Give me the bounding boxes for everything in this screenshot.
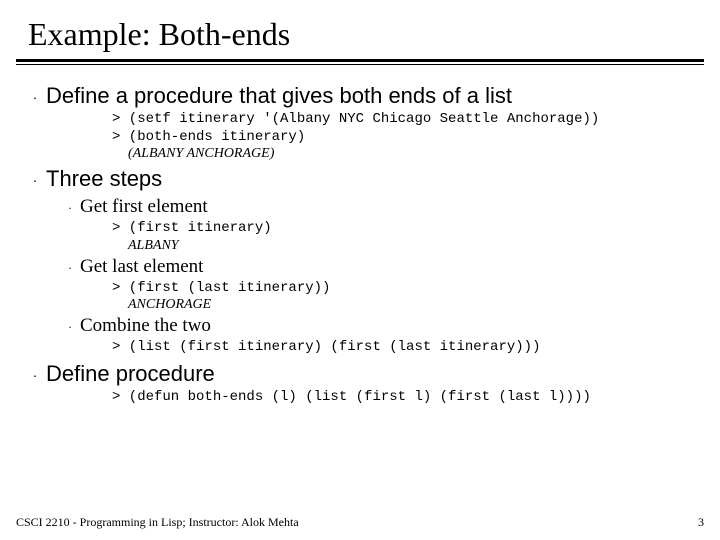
bullet-text: Three steps — [46, 166, 162, 194]
bullet-dot-icon: · — [24, 83, 46, 111]
bullet-dot-icon: · — [60, 196, 80, 220]
bullet-text: Get last element — [80, 256, 203, 280]
code-line: > (first itinerary) — [112, 220, 696, 238]
bullet-text: Define a procedure that gives both ends … — [46, 83, 512, 111]
bullet-dot-icon: · — [60, 315, 80, 339]
title-rule-thick — [16, 59, 704, 62]
slide-footer: CSCI 2210 - Programming in Lisp; Instruc… — [16, 515, 704, 530]
slide-title: Example: Both-ends — [0, 0, 720, 57]
code-line: > (defun both-ends (l) (list (first l) (… — [112, 389, 696, 407]
code-result: (ALBANY ANCHORAGE) — [112, 146, 696, 162]
code-result: ALBANY — [112, 238, 696, 254]
bullet-text: Combine the two — [80, 315, 211, 339]
bullet-three-steps: · Three steps — [24, 166, 696, 194]
code-result: ANCHORAGE — [112, 297, 696, 313]
footer-page-number: 3 — [698, 515, 704, 530]
footer-course-info: CSCI 2210 - Programming in Lisp; Instruc… — [16, 515, 299, 530]
code-line: > (list (first itinerary) (first (last i… — [112, 339, 696, 357]
bullet-dot-icon: · — [24, 166, 46, 194]
bullet-combine: · Combine the two — [60, 315, 696, 339]
slide-body: · Define a procedure that gives both end… — [0, 65, 720, 406]
bullet-define-proc: · Define a procedure that gives both end… — [24, 83, 696, 111]
code-line: > (both-ends itinerary) — [112, 129, 696, 147]
bullet-define-procedure: · Define procedure — [24, 361, 696, 389]
bullet-text: Define procedure — [46, 361, 215, 389]
bullet-dot-icon: · — [60, 256, 80, 280]
code-line: > (first (last itinerary)) — [112, 280, 696, 298]
bullet-get-first: · Get first element — [60, 196, 696, 220]
code-line: > (setf itinerary '(Albany NYC Chicago S… — [112, 111, 696, 129]
bullet-text: Get first element — [80, 196, 208, 220]
bullet-dot-icon: · — [24, 361, 46, 389]
bullet-get-last: · Get last element — [60, 256, 696, 280]
